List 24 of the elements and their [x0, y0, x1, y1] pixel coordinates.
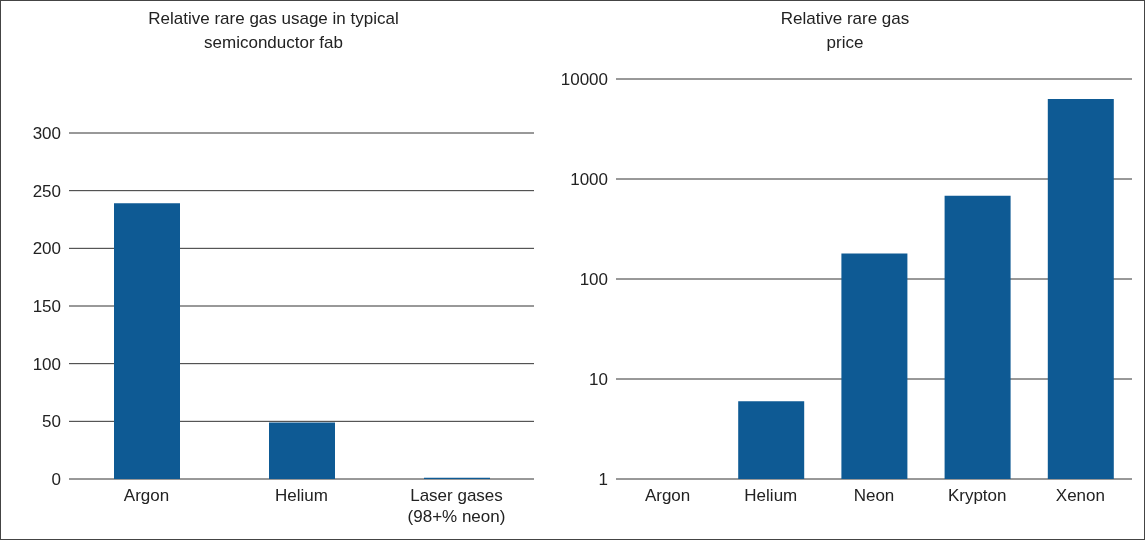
x-tick-label: Argon [644, 486, 691, 505]
y-tick-label: 1 [598, 470, 608, 490]
chart-title: Relative rare gas usage in typical semiconductor fab [147, 8, 400, 54]
bar [114, 203, 180, 479]
y-tick-label: 10000 [560, 70, 608, 90]
x-tick-label: Argon [123, 486, 170, 505]
y-tick-label: 250 [32, 181, 61, 201]
x-tick-label: Laser gases (98+% neon) [407, 486, 506, 526]
y-tick-label: 1000 [570, 170, 608, 190]
x-tick-label: Krypton [947, 486, 1007, 505]
y-tick-label: 300 [32, 124, 61, 144]
x-tick-label: Neon [853, 486, 895, 505]
x-tick-label: Xenon [1055, 486, 1105, 505]
x-tick-label: Helium [744, 486, 798, 505]
chart-title: Relative rare gas price [779, 8, 911, 54]
y-tick-label: 100 [32, 354, 61, 374]
x-tick-label: Helium [275, 486, 328, 505]
y-tick-label: 150 [32, 297, 61, 317]
y-tick-label: 50 [42, 412, 61, 432]
y-tick-label: 100 [579, 270, 608, 290]
bar [269, 422, 335, 479]
y-tick-label: 200 [32, 239, 61, 259]
y-tick-label: 0 [51, 470, 61, 490]
y-tick-label: 10 [589, 370, 608, 390]
